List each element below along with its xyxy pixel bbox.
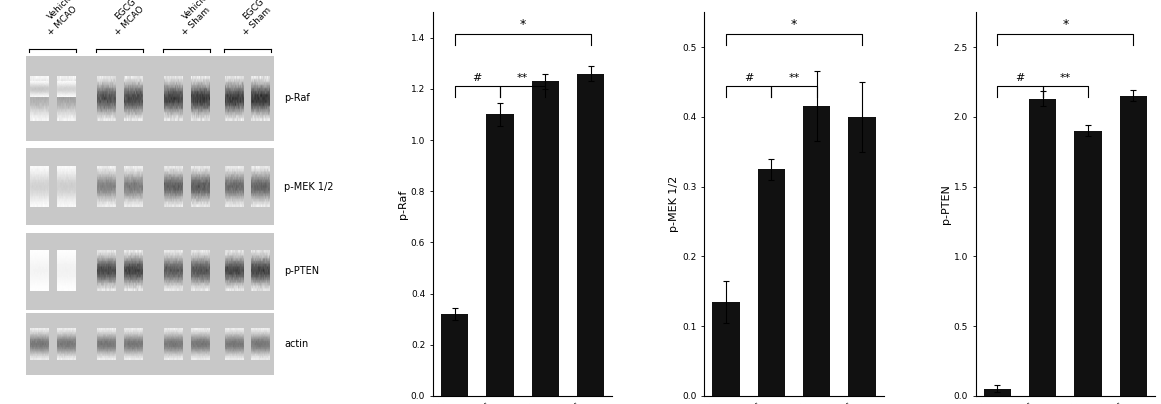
Text: #: # bbox=[1016, 73, 1025, 82]
Bar bbox=[758, 169, 785, 396]
Bar bbox=[577, 74, 604, 396]
Bar bbox=[1074, 131, 1102, 396]
Text: *: * bbox=[519, 18, 526, 31]
Bar bbox=[26, 314, 274, 375]
Text: **: ** bbox=[1060, 73, 1070, 82]
Y-axis label: p-Raf: p-Raf bbox=[398, 189, 408, 219]
Bar bbox=[486, 114, 513, 396]
Text: + Sham: + Sham bbox=[180, 5, 212, 37]
Bar bbox=[1029, 99, 1057, 396]
Text: Vehicle: Vehicle bbox=[46, 0, 75, 22]
Bar bbox=[441, 314, 468, 396]
Bar bbox=[1120, 96, 1147, 396]
Bar bbox=[713, 302, 740, 396]
Text: + MCAO: + MCAO bbox=[114, 4, 146, 37]
Y-axis label: p-PTEN: p-PTEN bbox=[940, 184, 951, 224]
Bar bbox=[983, 389, 1011, 396]
Text: *: * bbox=[791, 18, 798, 31]
Text: #: # bbox=[744, 73, 753, 82]
Text: EGCG: EGCG bbox=[240, 0, 266, 22]
Text: p-PTEN: p-PTEN bbox=[284, 266, 319, 276]
Text: Vehicle: Vehicle bbox=[180, 0, 210, 22]
Bar bbox=[849, 117, 875, 396]
Text: #: # bbox=[473, 73, 482, 82]
Text: + MCAO: + MCAO bbox=[46, 4, 79, 37]
Text: actin: actin bbox=[284, 339, 309, 349]
Y-axis label: p-MEK 1/2: p-MEK 1/2 bbox=[670, 176, 679, 232]
Bar bbox=[803, 106, 830, 396]
Bar bbox=[26, 233, 274, 309]
Bar bbox=[532, 81, 558, 396]
Text: + Sham: + Sham bbox=[240, 5, 273, 37]
Text: p-Raf: p-Raf bbox=[284, 93, 310, 103]
Bar bbox=[26, 56, 274, 141]
Text: *: * bbox=[1062, 18, 1068, 31]
Bar bbox=[26, 148, 274, 225]
Text: **: ** bbox=[788, 73, 800, 82]
Text: **: ** bbox=[517, 73, 528, 82]
Text: EGCG: EGCG bbox=[114, 0, 138, 22]
Text: p-MEK 1/2: p-MEK 1/2 bbox=[284, 182, 333, 192]
